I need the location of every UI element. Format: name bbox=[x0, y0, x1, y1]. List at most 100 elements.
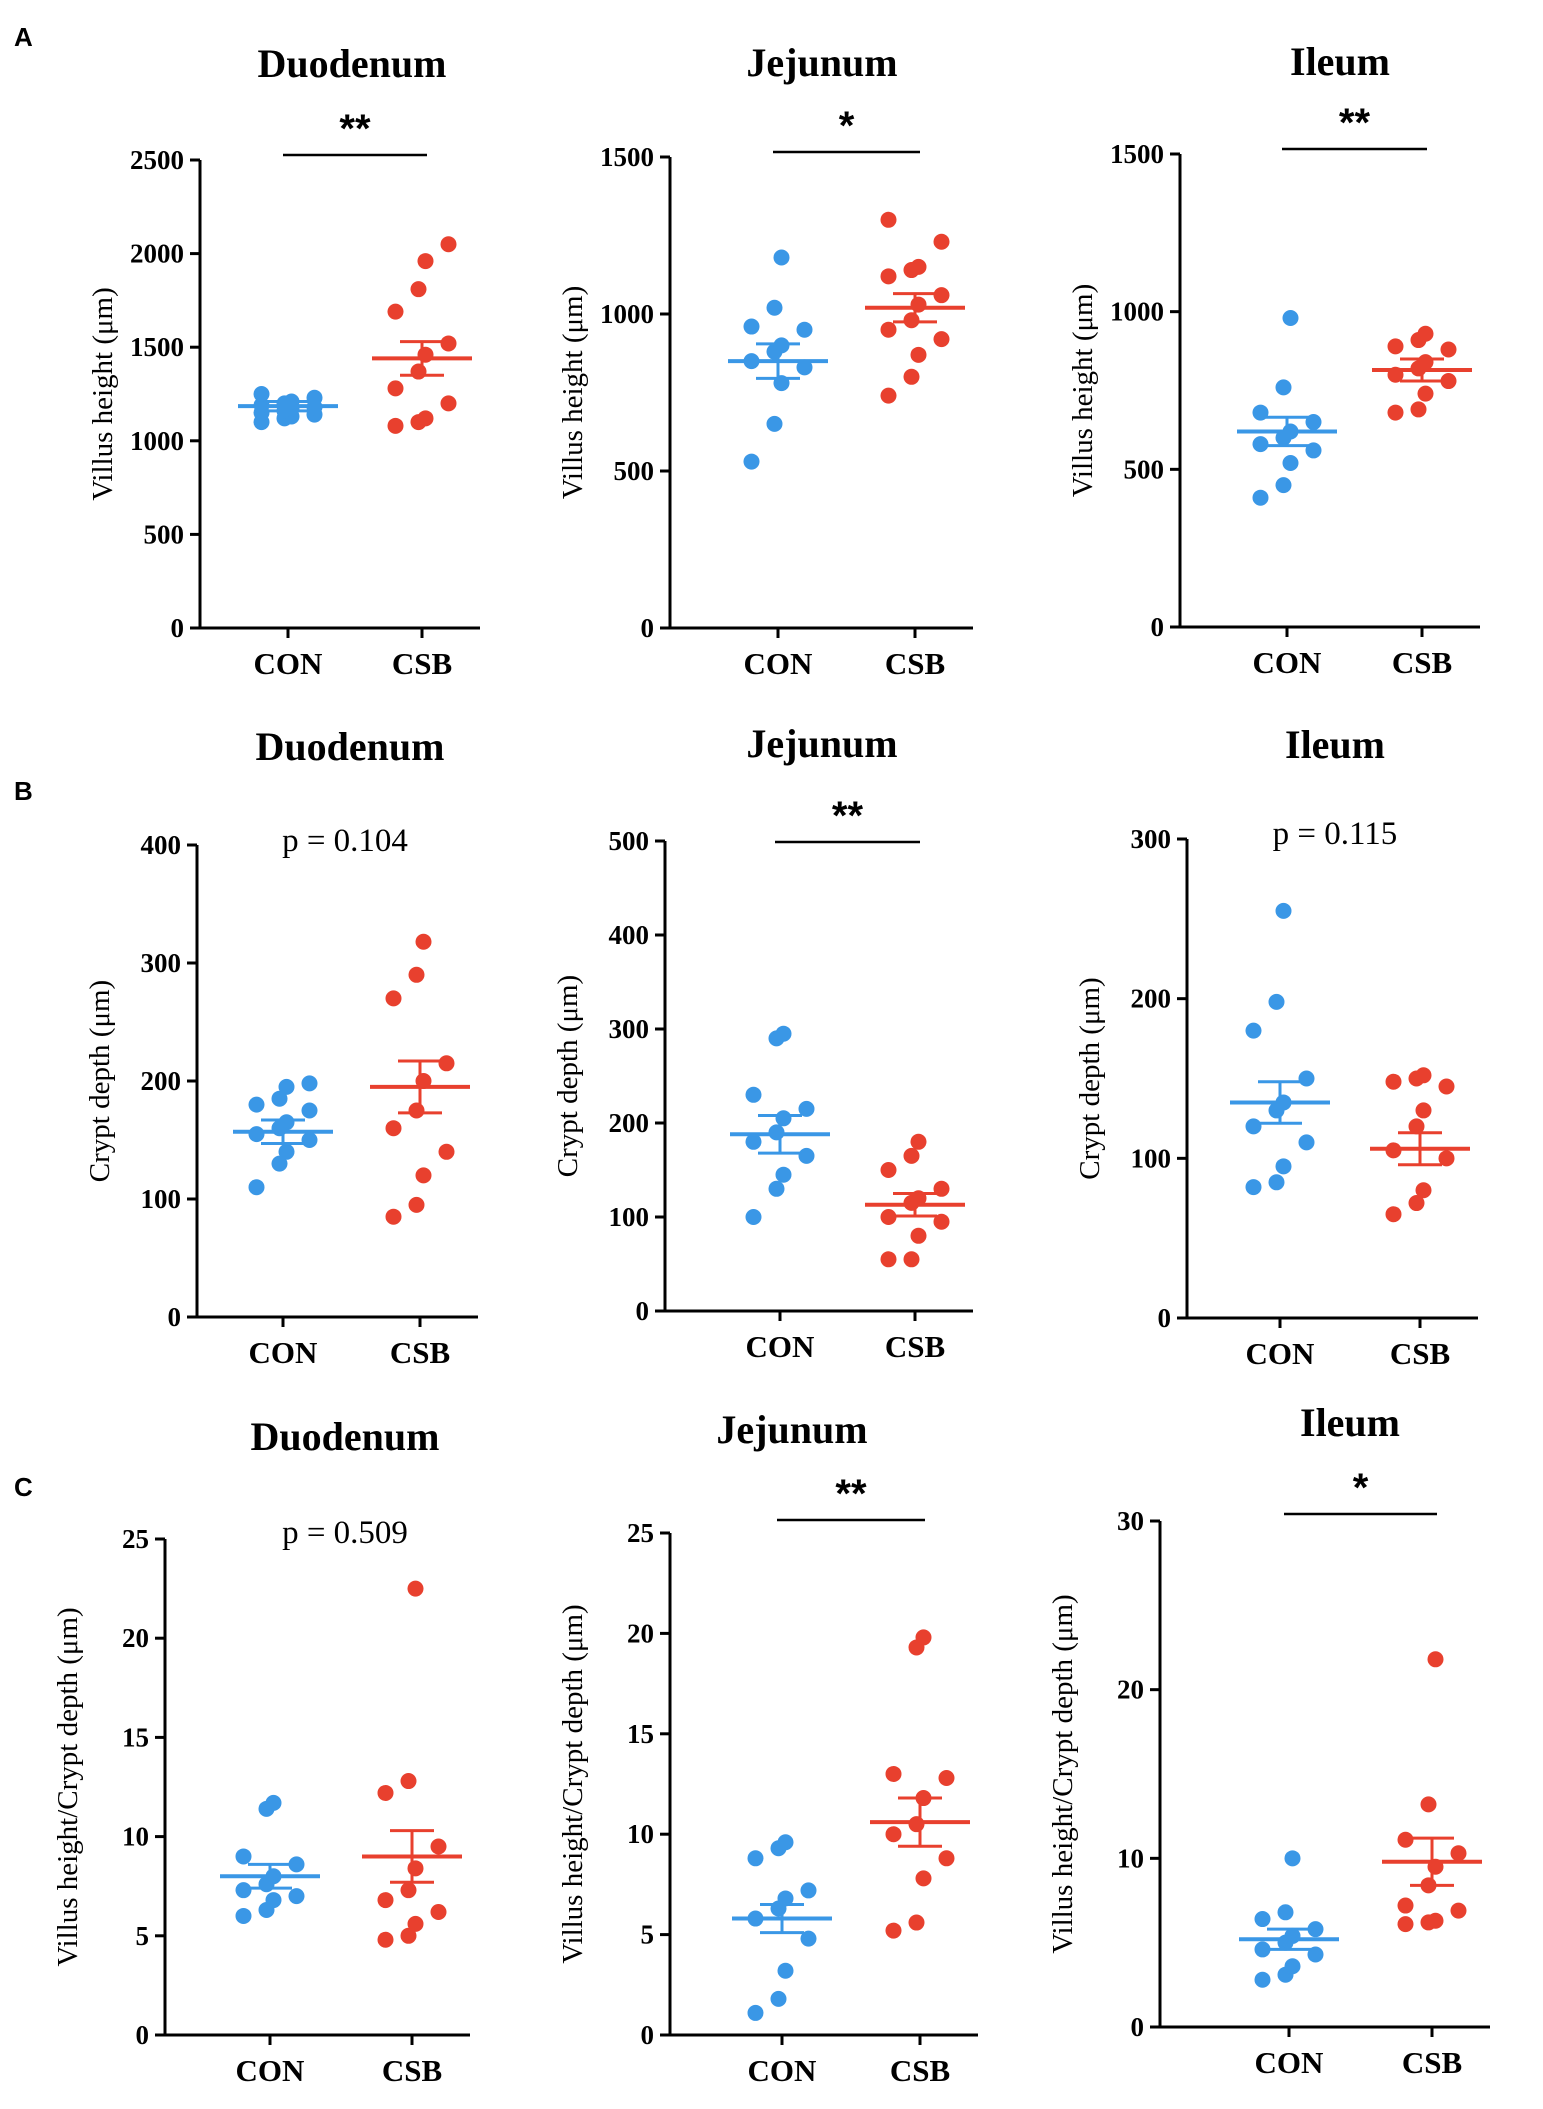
x-tick-label: CON bbox=[254, 646, 323, 681]
con-data-point bbox=[1245, 1179, 1262, 1196]
y-tick-label: 300 bbox=[141, 948, 182, 978]
con-data-point bbox=[796, 321, 813, 338]
csb-data-point bbox=[908, 1816, 925, 1833]
con-data-point bbox=[1275, 1158, 1292, 1175]
csb-data-point bbox=[440, 236, 457, 253]
csb-data-point bbox=[400, 1882, 417, 1899]
chart-title: Ileum bbox=[1290, 39, 1390, 84]
con-data-point bbox=[253, 386, 270, 402]
panel-label-c: C bbox=[14, 1472, 33, 1502]
con-data-point bbox=[301, 1132, 318, 1148]
csb-data-point bbox=[1385, 1206, 1402, 1223]
csb-data-point bbox=[880, 211, 897, 228]
chart-1: Duodenum 0 500 1000 1500 2000 2500 CON CSB Villus… bbox=[87, 41, 480, 681]
y-tick-label: 0 bbox=[1151, 612, 1165, 642]
x-tick-label: CSB bbox=[392, 646, 452, 681]
csb-data-point bbox=[915, 1629, 932, 1646]
con-data-point bbox=[265, 1892, 282, 1909]
csb-data-point bbox=[903, 368, 920, 385]
y-tick-label: 2000 bbox=[130, 239, 184, 269]
csb-data-point bbox=[910, 1227, 927, 1244]
con-data-point bbox=[775, 1110, 792, 1127]
con-data-point bbox=[278, 1078, 295, 1095]
y-tick-label: 200 bbox=[609, 1108, 650, 1138]
csb-data-point bbox=[1450, 1902, 1467, 1919]
csb-data-point bbox=[933, 287, 950, 304]
csb-data-point bbox=[385, 990, 402, 1007]
significance-stars: ** bbox=[832, 794, 864, 838]
con-data-point bbox=[278, 1143, 295, 1160]
con-data-point bbox=[248, 1126, 265, 1143]
csb-data-point bbox=[387, 380, 404, 397]
panel-label-a: A bbox=[14, 22, 33, 52]
csb-data-point bbox=[933, 1180, 950, 1197]
con-data-point bbox=[301, 1075, 318, 1092]
csb-data-point bbox=[933, 233, 950, 250]
csb-data-point bbox=[385, 1208, 402, 1225]
significance-stars: ** bbox=[339, 107, 371, 151]
y-tick-label: 500 bbox=[1124, 454, 1165, 484]
x-tick-label: CSB bbox=[885, 1329, 945, 1364]
csb-data-point bbox=[880, 387, 897, 404]
con-data-point bbox=[1254, 1911, 1271, 1928]
csb-data-point bbox=[438, 1143, 455, 1160]
csb-data-point bbox=[407, 1580, 424, 1597]
csb-data-point bbox=[1427, 1651, 1444, 1668]
con-data-point bbox=[301, 1102, 318, 1119]
y-tick-label: 0 bbox=[641, 2020, 655, 2050]
csb-data-point bbox=[1415, 1067, 1432, 1084]
y-tick-label: 25 bbox=[627, 1518, 654, 1548]
con-data-point bbox=[1254, 1971, 1271, 1988]
con-data-point bbox=[248, 1096, 265, 1113]
y-tick-label: 400 bbox=[141, 830, 182, 860]
con-data-point bbox=[1252, 436, 1269, 453]
csb-data-point bbox=[1438, 1078, 1455, 1095]
x-tick-label: CSB bbox=[1390, 1336, 1450, 1371]
con-data-point bbox=[1282, 455, 1299, 472]
con-data-point bbox=[1298, 1070, 1315, 1087]
csb-data-point bbox=[1417, 354, 1434, 371]
y-tick-label: 0 bbox=[171, 613, 185, 643]
csb-data-point bbox=[1385, 1073, 1402, 1090]
con-data-point bbox=[743, 318, 760, 335]
csb-data-point bbox=[880, 1209, 897, 1225]
con-data-point bbox=[288, 1856, 305, 1873]
chart-6: Ileum 0 100 200 300 CON CSB Crypt depth (μm) p =… bbox=[1074, 722, 1478, 1371]
csb-data-point bbox=[885, 1765, 902, 1782]
y-tick-label: 1500 bbox=[600, 142, 654, 172]
y-axis-label: Villus height/Crypt depth (μm) bbox=[557, 1604, 589, 1963]
csb-data-point bbox=[933, 1213, 950, 1230]
con-data-point bbox=[1245, 1118, 1262, 1135]
significance-stars: * bbox=[839, 104, 855, 148]
csb-data-point bbox=[880, 1162, 897, 1178]
y-axis-label: Villus height/Crypt depth (μm) bbox=[52, 1607, 84, 1966]
con-data-point bbox=[288, 1888, 305, 1905]
x-tick-label: CON bbox=[1253, 645, 1322, 680]
panel-label-b: B bbox=[14, 776, 33, 806]
x-tick-label: CSB bbox=[1392, 645, 1452, 680]
csb-data-point bbox=[910, 258, 927, 275]
con-data-point bbox=[235, 1907, 252, 1924]
csb-data-point bbox=[387, 417, 404, 434]
csb-data-point bbox=[1387, 338, 1404, 355]
y-axis-label: Crypt depth (μm) bbox=[84, 980, 116, 1182]
con-data-point bbox=[248, 1179, 265, 1196]
con-data-point bbox=[271, 1090, 288, 1107]
y-tick-label: 30 bbox=[1117, 1506, 1144, 1536]
con-data-point bbox=[1298, 1134, 1315, 1151]
y-tick-label: 200 bbox=[141, 1066, 182, 1096]
con-data-point bbox=[1252, 404, 1269, 421]
csb-data-point bbox=[1450, 1845, 1467, 1862]
y-tick-label: 0 bbox=[136, 2020, 150, 2050]
y-tick-label: 0 bbox=[641, 613, 655, 643]
con-data-point bbox=[1268, 993, 1285, 1010]
csb-data-point bbox=[408, 966, 425, 983]
y-tick-label: 10 bbox=[122, 1822, 149, 1852]
csb-data-point bbox=[910, 296, 927, 313]
con-data-point bbox=[1277, 1904, 1294, 1921]
chart-7: Duodenum 0 5 10 15 20 25 CON CSB Villus height/Cr… bbox=[52, 1414, 470, 2088]
con-data-point bbox=[745, 1133, 762, 1150]
con-data-point bbox=[800, 1882, 817, 1899]
y-tick-label: 1500 bbox=[130, 332, 184, 362]
